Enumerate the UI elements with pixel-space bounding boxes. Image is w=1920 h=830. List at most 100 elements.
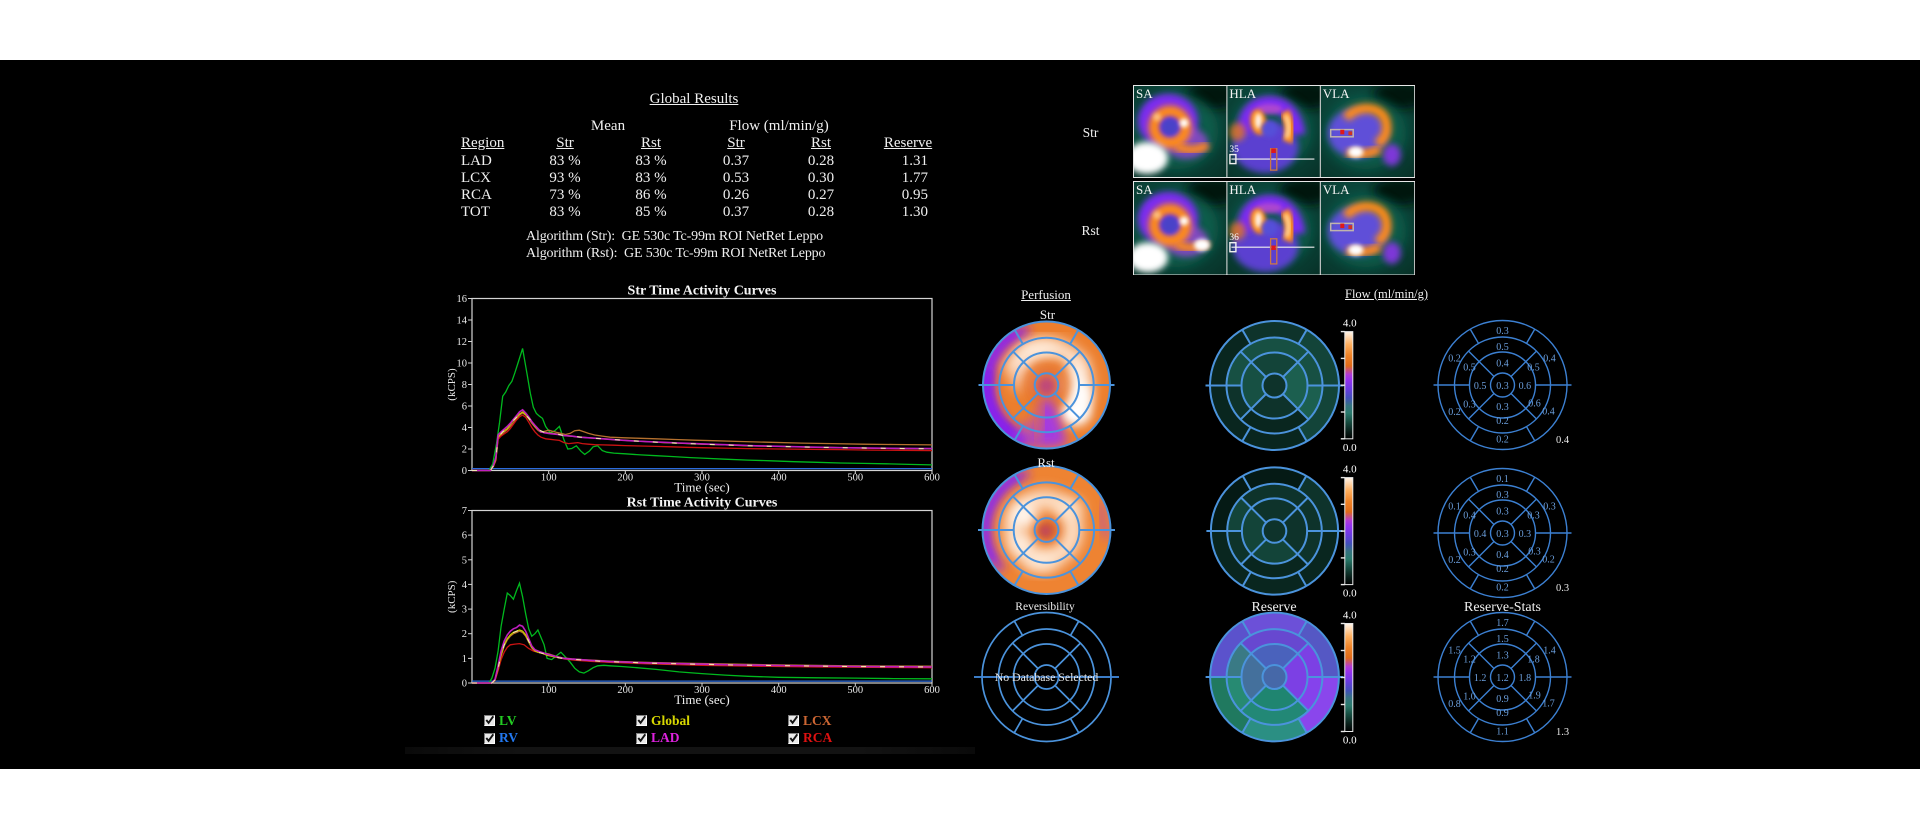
svg-text:0.3: 0.3 [1463,547,1476,558]
svg-text:1.5: 1.5 [1448,645,1461,656]
svg-text:8: 8 [462,380,467,391]
svg-text:0.2: 0.2 [1496,582,1509,593]
svg-text:1.7: 1.7 [1542,698,1555,709]
svg-text:0.5: 0.5 [1527,362,1540,373]
svg-text:0.6: 0.6 [1528,398,1541,409]
svg-text:0: 0 [462,679,467,690]
svg-text:0.3: 0.3 [1556,583,1569,594]
svg-text:1.3: 1.3 [1556,727,1569,738]
svg-text:0.3: 0.3 [1527,510,1540,521]
svg-text:5: 5 [462,555,467,566]
svg-text:0.2: 0.2 [1496,416,1509,427]
svg-text:0.3: 0.3 [1528,546,1541,557]
svg-text:0.3: 0.3 [1463,399,1476,410]
svg-text:36: 36 [1229,233,1239,243]
svg-text:1.2: 1.2 [1474,673,1487,684]
svg-text:0.8: 0.8 [1448,699,1461,710]
svg-text:4: 4 [462,423,468,434]
svg-text:6: 6 [462,531,467,542]
svg-text:Rst Time Activity Curves: Rst Time Activity Curves [627,496,778,511]
svg-text:0.3: 0.3 [1496,506,1509,517]
svg-text:HLA: HLA [1229,86,1256,101]
svg-text:0.3: 0.3 [1496,381,1509,392]
svg-text:400: 400 [771,473,787,484]
svg-text:600: 600 [924,473,940,484]
svg-text:1.2: 1.2 [1463,654,1476,665]
svg-text:1.2: 1.2 [1496,673,1509,684]
svg-text:0.4: 0.4 [1496,358,1509,369]
svg-text:100: 100 [541,685,557,696]
svg-text:4: 4 [462,580,468,591]
svg-text:16: 16 [457,294,468,305]
svg-text:0.2: 0.2 [1448,407,1461,418]
svg-text:0.5: 0.5 [1474,381,1487,392]
svg-text:6: 6 [462,402,467,413]
svg-text:SA: SA [1136,86,1153,101]
svg-text:0.2: 0.2 [1496,434,1509,445]
svg-text:500: 500 [847,473,863,484]
svg-text:0.1: 0.1 [1496,474,1509,485]
svg-text:500: 500 [847,685,863,696]
svg-text:4.0: 4.0 [1343,464,1357,476]
svg-text:Time (sec): Time (sec) [674,692,730,707]
svg-text:1.0: 1.0 [1463,691,1476,702]
svg-text:600: 600 [924,685,940,696]
svg-text:35: 35 [1229,145,1239,155]
svg-text:0.0: 0.0 [1343,588,1357,600]
svg-text:1.8: 1.8 [1519,673,1532,684]
svg-text:1: 1 [462,654,467,665]
svg-text:100: 100 [541,473,557,484]
svg-text:0.5: 0.5 [1463,362,1476,373]
svg-text:(kCPS): (kCPS) [446,368,458,401]
svg-text:10: 10 [457,359,468,370]
svg-text:0.3: 0.3 [1543,501,1556,512]
svg-text:1.8: 1.8 [1527,654,1540,665]
svg-text:0.6: 0.6 [1519,381,1532,392]
svg-text:(kCPS): (kCPS) [446,580,458,613]
svg-text:SA: SA [1136,182,1153,197]
svg-text:1.3: 1.3 [1496,650,1509,661]
svg-text:0.3: 0.3 [1496,326,1509,337]
svg-text:0.3: 0.3 [1519,529,1532,540]
svg-text:0.2: 0.2 [1448,555,1461,566]
svg-text:0.4: 0.4 [1543,353,1556,364]
svg-text:VLA: VLA [1323,86,1350,101]
svg-text:0.5: 0.5 [1496,342,1509,353]
svg-text:400: 400 [771,685,787,696]
svg-text:0.2: 0.2 [1542,554,1555,565]
svg-text:1.5: 1.5 [1496,634,1509,645]
svg-text:2: 2 [462,445,467,456]
svg-text:300: 300 [694,473,710,484]
svg-text:No Database Selected: No Database Selected [995,670,1099,684]
svg-text:7: 7 [462,506,467,517]
svg-text:2: 2 [462,629,467,640]
svg-text:1.7: 1.7 [1496,618,1509,629]
svg-text:0.4: 0.4 [1542,406,1555,417]
svg-text:Time (sec): Time (sec) [674,480,730,495]
svg-text:VLA: VLA [1323,182,1350,197]
svg-text:0.3: 0.3 [1496,529,1509,540]
svg-text:0.4: 0.4 [1474,529,1487,540]
svg-text:Str Time Activity Curves: Str Time Activity Curves [628,284,777,299]
svg-text:0.0: 0.0 [1343,735,1357,747]
svg-text:1.4: 1.4 [1543,645,1556,656]
svg-text:0.1: 0.1 [1448,501,1461,512]
svg-text:0: 0 [462,466,467,477]
svg-text:0.3: 0.3 [1496,402,1509,413]
svg-text:0.0: 0.0 [1343,442,1357,454]
svg-text:200: 200 [617,473,633,484]
svg-text:1.9: 1.9 [1528,690,1541,701]
svg-text:0.9: 0.9 [1496,694,1509,705]
svg-text:12: 12 [457,337,468,348]
svg-text:4.0: 4.0 [1343,318,1357,330]
svg-text:0.9: 0.9 [1496,708,1509,719]
svg-text:0.4: 0.4 [1463,510,1476,521]
svg-text:0.4: 0.4 [1496,550,1509,561]
svg-text:0.4: 0.4 [1556,435,1570,446]
svg-text:4.0: 4.0 [1343,610,1357,622]
svg-text:0.2: 0.2 [1496,564,1509,575]
svg-text:200: 200 [617,685,633,696]
svg-text:3: 3 [462,605,467,616]
svg-text:300: 300 [694,685,710,696]
svg-text:14: 14 [457,316,468,327]
